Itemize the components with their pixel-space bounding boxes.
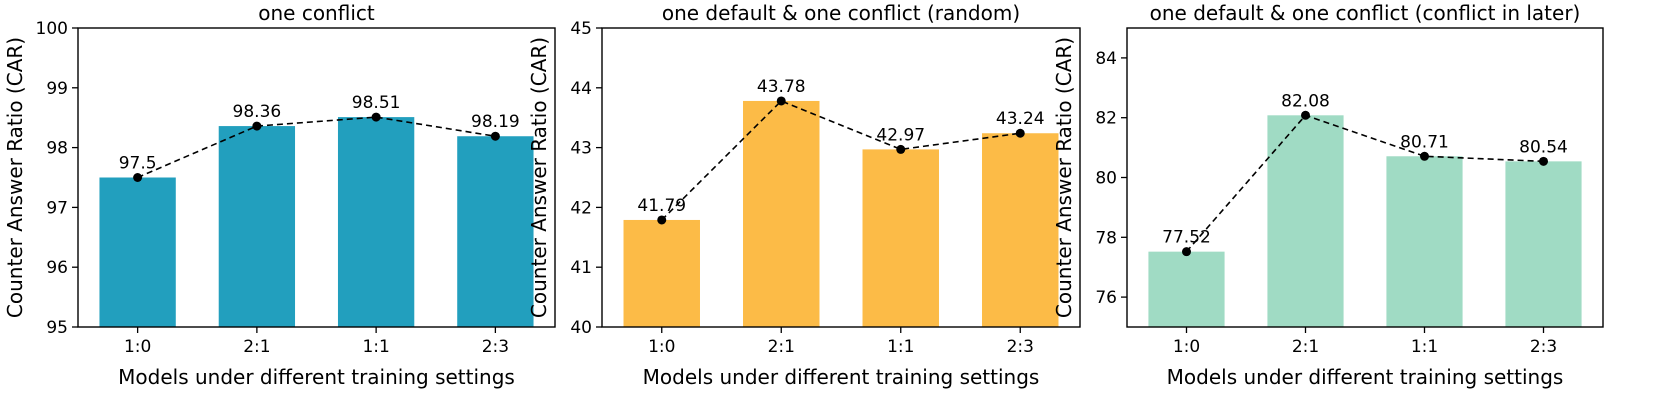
bar-2-3 — [457, 136, 534, 327]
bar-1-0 — [623, 219, 700, 327]
y-tick-label: 41 — [570, 258, 592, 278]
y-tick-label: 45 — [570, 19, 592, 39]
x-tick-label: 1:1 — [362, 337, 389, 357]
y-tick-label: 84 — [1095, 49, 1117, 69]
x-tick-label: 1:0 — [124, 337, 151, 357]
data-point — [133, 173, 143, 182]
bar-1-1 — [337, 117, 415, 328]
chart-panel-1: one conflict 97.5 98.36 98.51 98.19 95 96 97 98 9… — [3, 1, 556, 389]
data-point — [657, 215, 667, 225]
data-label: 43.78 — [757, 77, 806, 97]
x-tick-label: 1:0 — [648, 337, 675, 357]
data-label: 77.52 — [1162, 228, 1211, 248]
y-axis-label: Counter Answer Ratio (CAR) — [3, 37, 27, 318]
bar-2-1 — [218, 126, 296, 328]
data-label: 43.24 — [996, 109, 1045, 129]
bar-1-1 — [862, 149, 939, 327]
data-label: 42.97 — [876, 125, 925, 145]
chart-panel-3: one default & one conflict (conflict in … — [1052, 1, 1604, 389]
bar-2-3 — [1505, 161, 1582, 327]
y-tick-label: 80 — [1095, 169, 1117, 189]
y-tick-label: 44 — [570, 79, 592, 99]
chart-title: one default & one conflict (random) — [662, 1, 1020, 25]
data-label: 80.54 — [1519, 137, 1568, 157]
x-tick-label: 1:1 — [1411, 337, 1438, 357]
data-point — [1539, 156, 1548, 166]
trend-line — [137, 116, 496, 179]
plot-frame — [601, 27, 1081, 328]
bar-2-1 — [743, 100, 820, 328]
x-tick-label: 2:3 — [1007, 337, 1034, 357]
y-tick-label: 100 — [36, 19, 68, 39]
y-tick-label: 76 — [1095, 288, 1117, 308]
bar-1-0 — [1148, 251, 1225, 327]
x-tick-label: 2:1 — [243, 337, 270, 357]
bar-2-3 — [982, 133, 1059, 327]
y-tick-label: 78 — [1095, 228, 1117, 248]
x-tick-label: 2:1 — [1292, 337, 1319, 357]
y-tick-label: 42 — [570, 198, 592, 218]
y-axis-label: Counter Answer Ratio (CAR) — [1052, 37, 1076, 318]
data-point — [1420, 151, 1429, 161]
trend-line — [661, 100, 1021, 221]
plot-frame — [77, 27, 556, 328]
data-point — [490, 131, 500, 141]
data-label: 41.79 — [637, 196, 686, 216]
data-point — [776, 96, 786, 106]
data-point — [371, 112, 381, 122]
data-label: 97.5 — [119, 154, 157, 174]
x-axis-label: Models under different training settings — [1167, 365, 1564, 389]
x-tick-label: 2:3 — [482, 337, 509, 357]
data-point — [1015, 128, 1025, 138]
data-point — [1182, 247, 1191, 257]
x-tick-label: 2:3 — [1530, 337, 1557, 357]
x-axis-label: Models under different training settings — [118, 365, 515, 389]
data-point — [252, 121, 262, 131]
x-tick-label: 2:1 — [768, 337, 795, 357]
trend-line — [1185, 114, 1544, 253]
data-label: 98.36 — [233, 102, 282, 122]
x-tick-label: 1:0 — [1173, 337, 1200, 357]
bar-2-1 — [1267, 115, 1344, 327]
y-tick-label: 96 — [46, 258, 68, 278]
chart-title: one default & one conflict (conflict in … — [1150, 1, 1581, 25]
y-tick-label: 43 — [570, 139, 592, 159]
y-tick-label: 98 — [46, 139, 68, 159]
data-label: 98.51 — [352, 93, 401, 113]
data-label: 80.71 — [1400, 132, 1449, 152]
x-tick-label: 1:1 — [887, 337, 914, 357]
data-label: 98.19 — [471, 112, 520, 132]
y-axis-label: Counter Answer Ratio (CAR) — [527, 37, 551, 318]
y-tick-label: 99 — [46, 79, 68, 99]
chart-title: one conflict — [258, 1, 375, 25]
bar-1-1 — [1386, 156, 1463, 327]
x-axis-label: Models under different training settings — [643, 365, 1040, 389]
data-point — [896, 144, 906, 154]
data-label: 82.08 — [1281, 91, 1330, 111]
y-tick-label: 97 — [46, 198, 68, 218]
y-tick-label: 95 — [46, 318, 68, 338]
bar-1-0 — [99, 177, 176, 327]
chart-panel-2: one default & one conflict (random) 41.79… — [527, 1, 1081, 389]
data-point — [1301, 110, 1310, 120]
y-tick-label: 82 — [1095, 109, 1117, 129]
y-tick-label: 40 — [570, 318, 592, 338]
